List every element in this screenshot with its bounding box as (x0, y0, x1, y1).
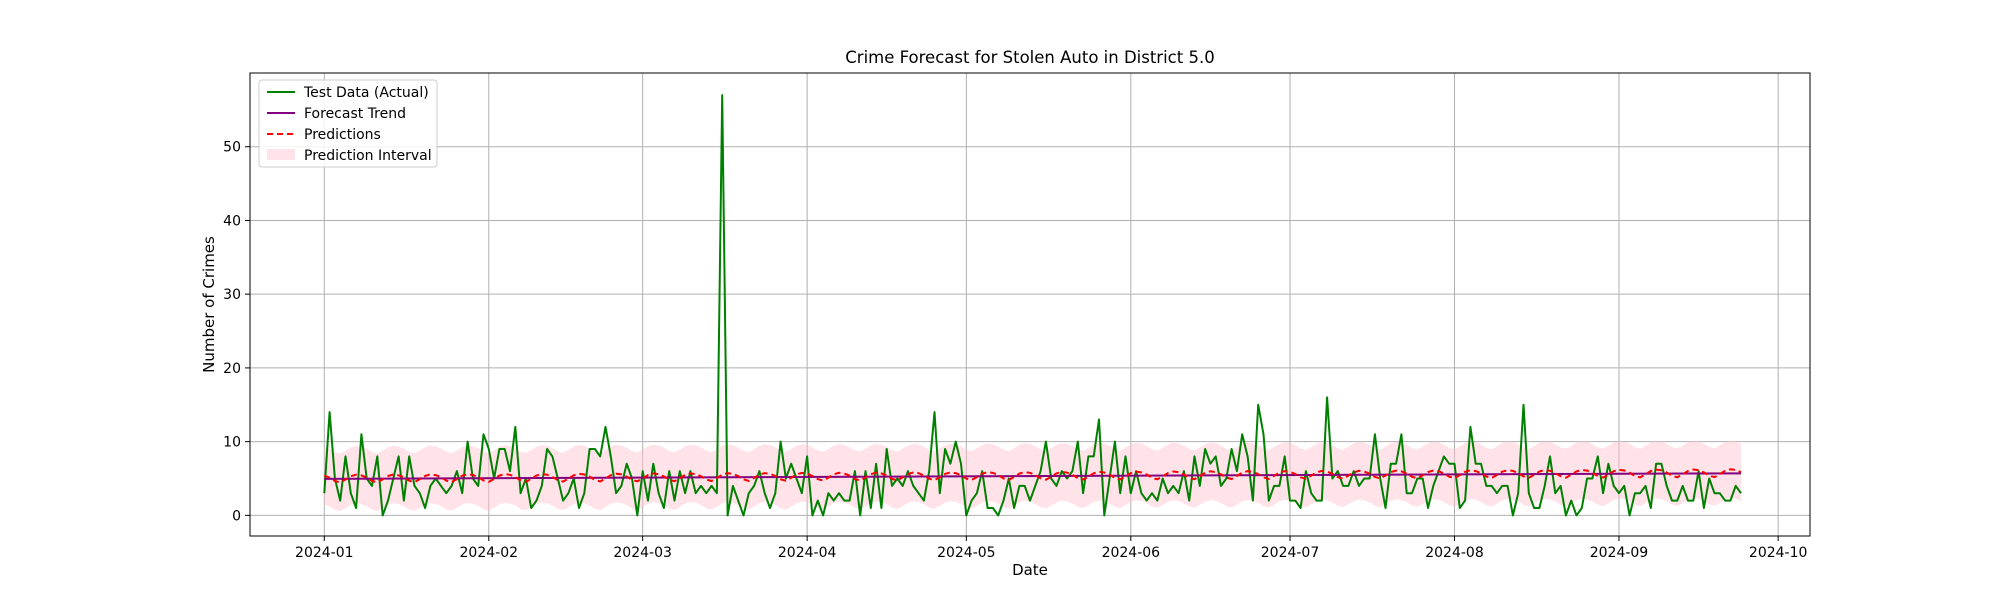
actual-series-line (323, 94, 1742, 517)
x-tick-label: 2024-07 (1261, 545, 1320, 561)
x-tick-label: 2024-08 (1425, 545, 1484, 561)
x-axis-label: Date (1012, 561, 1048, 579)
x-tick-label: 2024-05 (937, 545, 996, 561)
legend-label-interval: Prediction Interval (304, 148, 432, 164)
trend-series-line (324, 472, 1742, 480)
plot-frame (249, 72, 1811, 537)
legend-label-predictions: Predictions (304, 127, 381, 143)
x-tick-label: 2024-09 (1590, 545, 1649, 561)
x-tick-label: 2024-04 (778, 545, 837, 561)
y-tick-label: 50 (223, 140, 241, 156)
chart-title: Crime Forecast for Stolen Auto in Distri… (845, 48, 1214, 67)
y-tick-label: 0 (232, 508, 241, 524)
y-tick-label: 10 (223, 435, 241, 451)
x-tick-label: 2024-06 (1102, 545, 1161, 561)
legend-box (258, 79, 438, 168)
y-tick-label: 20 (223, 361, 241, 377)
y-tick-label: 40 (223, 213, 241, 229)
legend-label-trend: Forecast Trend (304, 106, 406, 122)
ticks-layer: 2024-01 2024-02 2024-03 2024-04 2024-05 2024-… (223, 140, 1807, 561)
legend-swatch-interval (267, 149, 295, 160)
x-tick-label: 2024-03 (613, 545, 672, 561)
series-layer (323, 94, 1742, 517)
y-tick-label: 30 (223, 287, 241, 303)
legend: Test Data (Actual) Forecast Trend Predic… (258, 79, 438, 168)
x-tick-label: 2024-02 (460, 545, 519, 561)
x-tick-label: 2024-01 (295, 545, 354, 561)
predictions-series-line (323, 468, 1742, 484)
y-axis-label: Number of Crimes (200, 236, 218, 373)
x-tick-label: 2024-10 (1749, 545, 1808, 561)
legend-label-actual: Test Data (Actual) (303, 85, 429, 101)
grid-layer (250, 73, 1810, 536)
